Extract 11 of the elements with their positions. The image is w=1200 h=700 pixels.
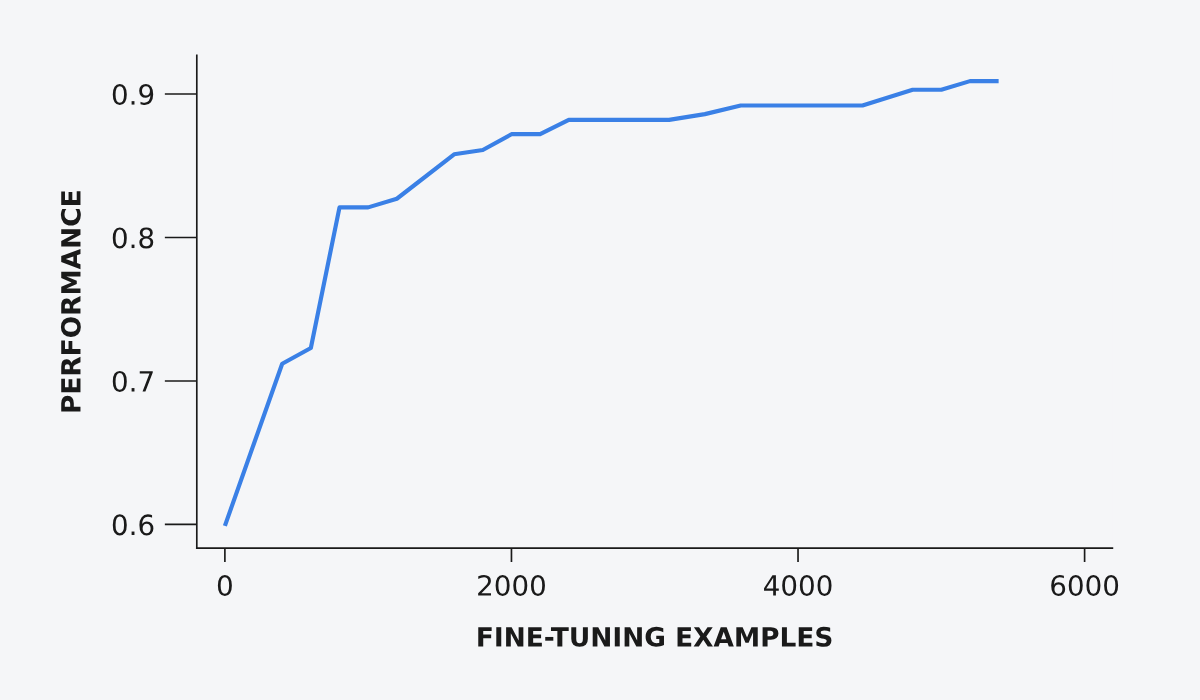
y-tick-label: 0.9 [112,83,154,105]
x-tick-label: 0 [217,574,232,596]
x-axis-title: FINE-TUNING EXAMPLES [478,626,832,647]
x-tick-label: 2000 [478,574,545,596]
x-tick-label: 6000 [1051,574,1119,596]
y-axis-title: PERFORMANCE [60,191,81,412]
line-series [222,79,1001,528]
y-tick-label: 0.8 [112,227,154,249]
x-tick-label: 4000 [764,574,832,596]
y-tick-label: 0.6 [112,514,154,536]
y-tick-label: 0.7 [112,370,153,392]
